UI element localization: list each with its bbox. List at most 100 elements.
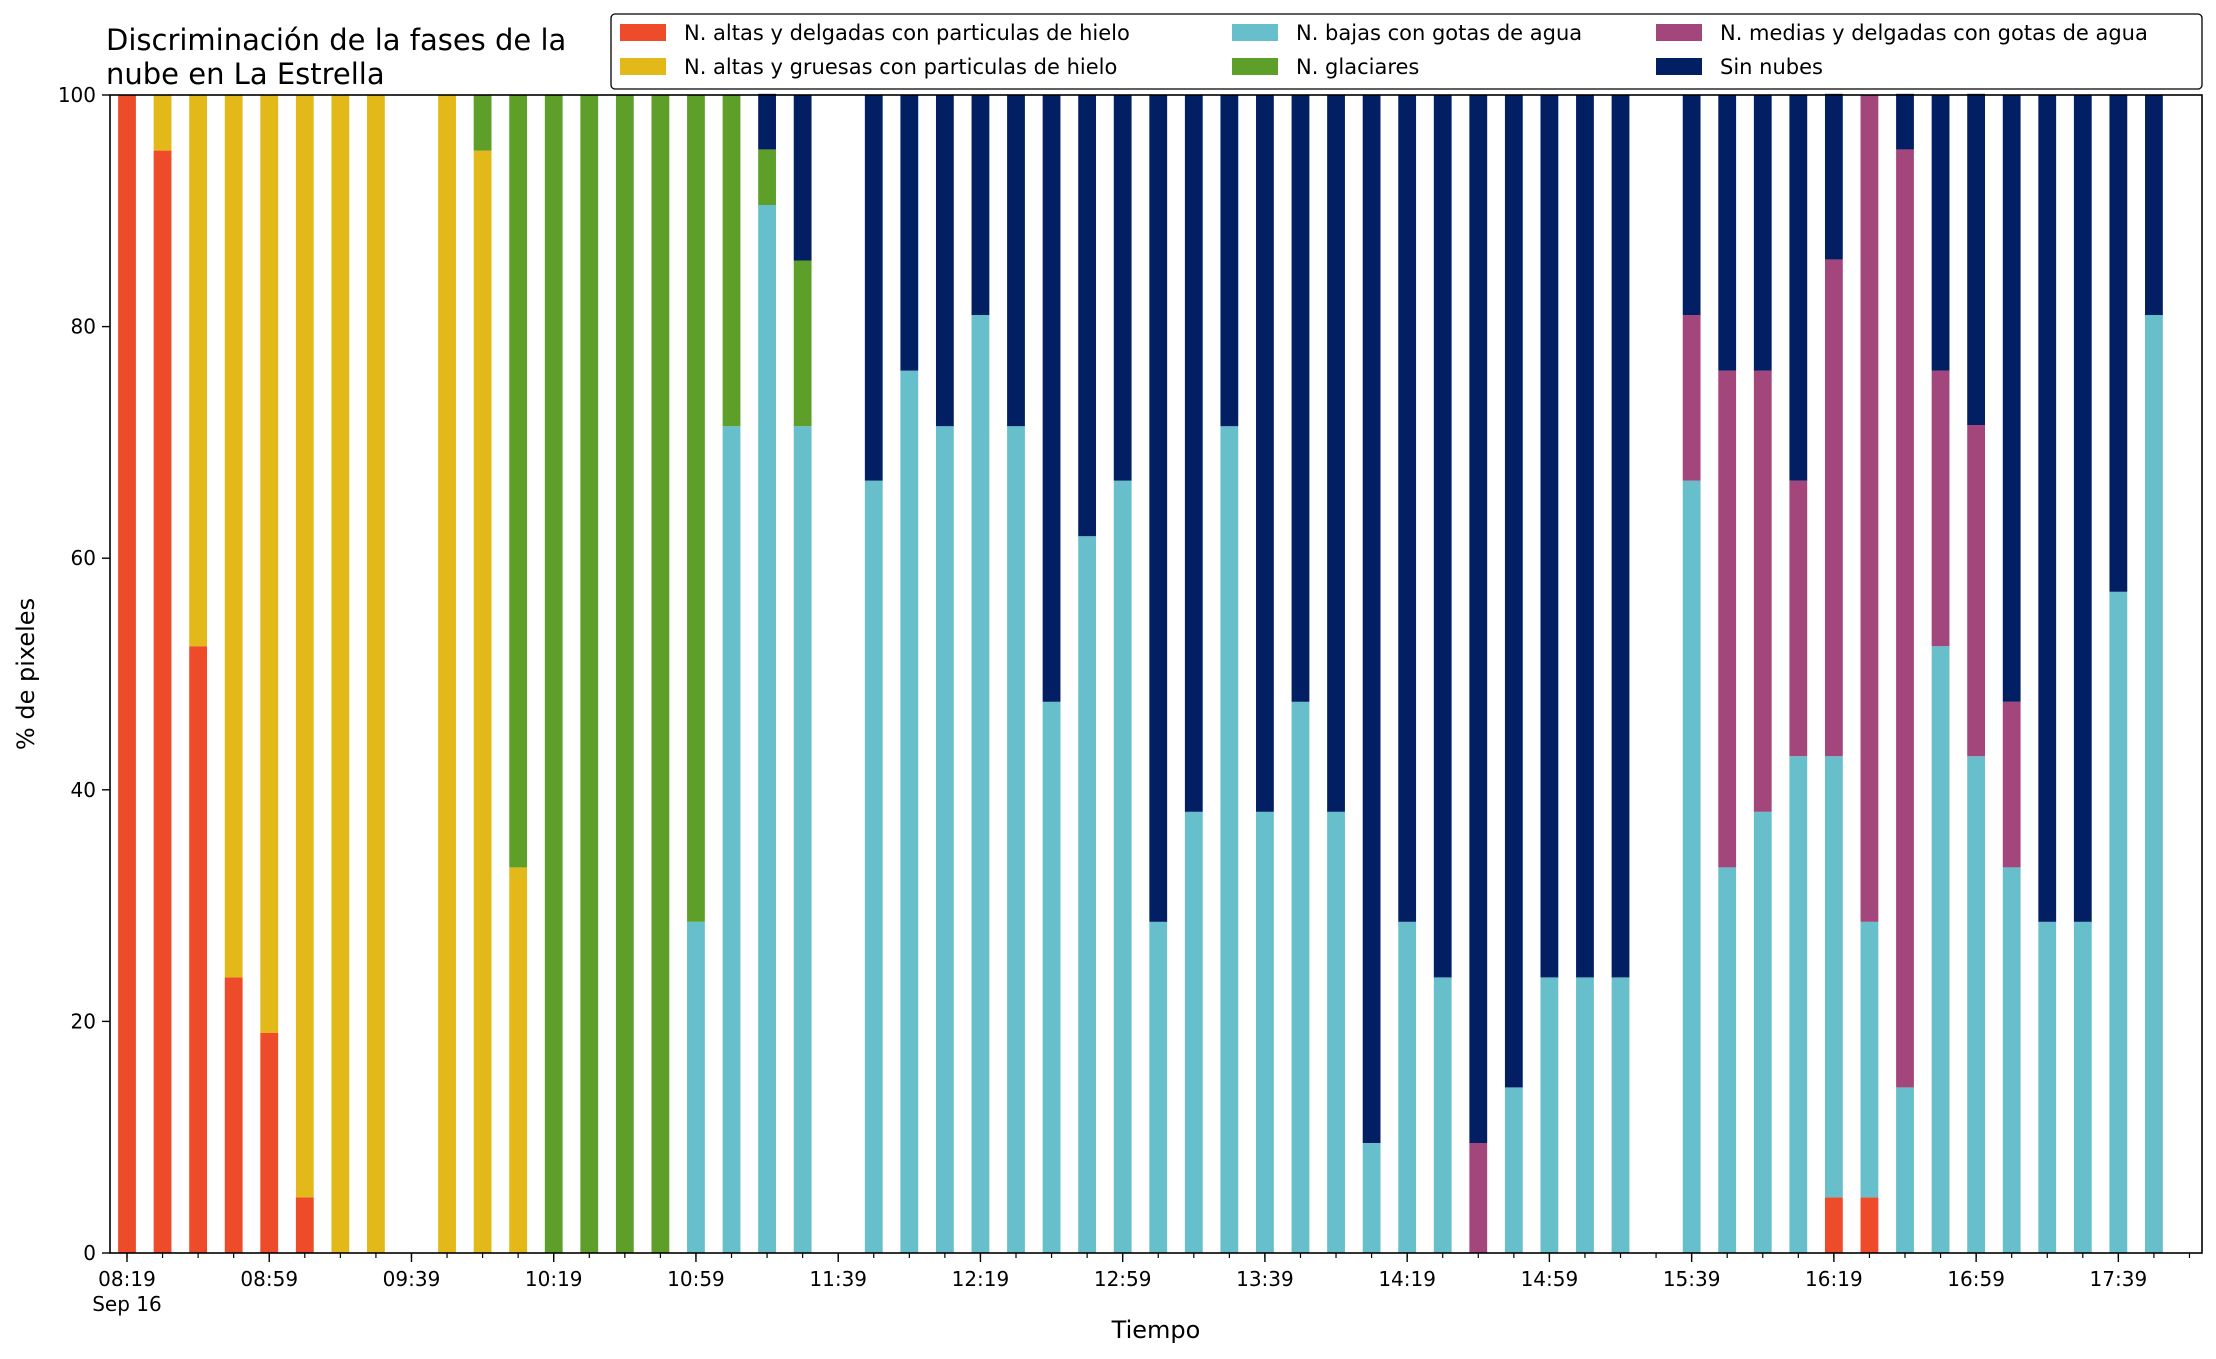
bar-segment bbox=[1611, 977, 1630, 1253]
bar-segment bbox=[1291, 95, 1310, 702]
x-tick-label: 17:39 bbox=[2090, 1267, 2148, 1291]
bar-segment bbox=[1896, 1087, 1914, 1253]
x-tick-label: 10:19 bbox=[525, 1267, 583, 1291]
bar-segment bbox=[615, 95, 634, 1253]
bar-segment bbox=[1682, 95, 1701, 316]
bar-segment bbox=[580, 95, 599, 1253]
x-tick-label: 14:59 bbox=[1521, 1267, 1579, 1291]
bar-segment bbox=[1789, 756, 1808, 1253]
bar-segment bbox=[2038, 921, 2057, 1253]
bar-segment bbox=[1540, 95, 1559, 978]
bar-segment bbox=[1078, 95, 1097, 537]
bar-segment bbox=[793, 426, 812, 1253]
bar-segment bbox=[1184, 95, 1203, 812]
bar-segment bbox=[687, 921, 705, 1253]
bar-segment bbox=[1753, 370, 1772, 812]
bar-segment bbox=[864, 95, 883, 481]
y-tick-label: 20 bbox=[71, 1009, 96, 1033]
bar-segment bbox=[2145, 315, 2163, 1253]
bar-segment bbox=[1576, 977, 1594, 1253]
bar-segment bbox=[900, 370, 919, 1254]
x-tick-label: 09:39 bbox=[383, 1267, 441, 1291]
y-tick-label: 80 bbox=[71, 315, 96, 339]
chart-title-line: nube en La Estrella bbox=[106, 57, 385, 91]
bar-segment bbox=[1860, 95, 1879, 922]
bar-segment bbox=[153, 95, 172, 151]
bar-segment bbox=[758, 205, 776, 1253]
x-tick-label: 12:59 bbox=[1094, 1267, 1152, 1291]
bar-segment bbox=[1718, 95, 1737, 371]
bar-segment bbox=[1753, 811, 1772, 1253]
bar-segment bbox=[1504, 95, 1523, 1088]
bar-segment bbox=[473, 95, 492, 151]
bar-segment bbox=[1256, 811, 1274, 1253]
bar-segment bbox=[1824, 259, 1843, 757]
legend-swatch bbox=[1656, 58, 1702, 75]
bar-segment bbox=[935, 426, 954, 1253]
bar-segment bbox=[1824, 756, 1843, 1198]
legend-label: N. altas y gruesas con particulas de hie… bbox=[684, 55, 1117, 79]
bar-segment bbox=[2073, 95, 2092, 922]
x-axis-label: Tiempo bbox=[1111, 1316, 1201, 1344]
bar-segment bbox=[1149, 921, 1168, 1253]
x-tick-label: 11:39 bbox=[809, 1267, 867, 1291]
bar-segment bbox=[1113, 480, 1132, 1253]
y-tick-label: 0 bbox=[83, 1241, 96, 1265]
legend-box bbox=[610, 13, 2203, 90]
bar-segment bbox=[971, 95, 990, 316]
bar-segment bbox=[2002, 867, 2021, 1253]
legend-label: N. glaciares bbox=[1296, 55, 1419, 79]
x-tick-label: 08:59 bbox=[240, 1267, 298, 1291]
bar-segment bbox=[1362, 95, 1381, 1143]
bar-segment bbox=[1433, 977, 1452, 1253]
bar-segment bbox=[295, 1197, 314, 1253]
bar-segment bbox=[935, 95, 954, 427]
bar-segment bbox=[1327, 811, 1345, 1253]
bar-segment bbox=[544, 95, 563, 1253]
bar-segment bbox=[793, 95, 812, 261]
bar-segment bbox=[2038, 95, 2057, 922]
bar-segment bbox=[2145, 95, 2163, 316]
x-tick-label: 12:19 bbox=[952, 1267, 1010, 1291]
legend-label: N. medias y delgadas con gotas de agua bbox=[1720, 21, 2148, 45]
bar-segment bbox=[1824, 93, 1843, 260]
bar-segment bbox=[1113, 95, 1132, 481]
x-tick-label: 16:59 bbox=[1947, 1267, 2005, 1291]
legend-swatch bbox=[1656, 24, 1702, 41]
plot-frame bbox=[109, 94, 2203, 1254]
bar-segment bbox=[758, 149, 776, 206]
bar-segment bbox=[1718, 370, 1737, 868]
bar-segment bbox=[971, 315, 990, 1253]
bar-segment bbox=[2109, 95, 2128, 592]
bar-segment bbox=[1967, 756, 1986, 1253]
bar-segment bbox=[260, 1032, 279, 1253]
bar-segment bbox=[1220, 95, 1239, 427]
x-tick-label: 13:39 bbox=[1236, 1267, 1294, 1291]
bar-segment bbox=[1184, 811, 1203, 1253]
bar-segment bbox=[1469, 95, 1488, 1143]
legend-label: N. bajas con gotas de agua bbox=[1296, 21, 1582, 45]
bar-segment bbox=[1042, 701, 1061, 1253]
bar-segment bbox=[1753, 95, 1772, 371]
bar-segment bbox=[224, 977, 243, 1253]
bar-segment bbox=[1256, 95, 1274, 812]
bar-segment bbox=[367, 95, 385, 1253]
legend-swatch bbox=[1232, 24, 1278, 41]
x-tick-label: 16:19 bbox=[1805, 1267, 1863, 1291]
bar-segment bbox=[651, 95, 670, 1253]
bar-segment bbox=[1504, 1087, 1523, 1253]
bar-segment bbox=[509, 867, 528, 1253]
bar-segment bbox=[2109, 591, 2128, 1253]
bar-segment bbox=[509, 95, 528, 868]
x-date-label: Sep 16 bbox=[92, 1292, 162, 1316]
bar-segment bbox=[1007, 95, 1025, 427]
y-axis-label: % de pixeles bbox=[12, 598, 40, 750]
bar-segment bbox=[1967, 425, 1986, 757]
bar-segment bbox=[1611, 95, 1630, 978]
bar-segment bbox=[864, 480, 883, 1253]
bar-segment bbox=[1931, 95, 1950, 371]
bar-segment bbox=[1682, 315, 1701, 481]
